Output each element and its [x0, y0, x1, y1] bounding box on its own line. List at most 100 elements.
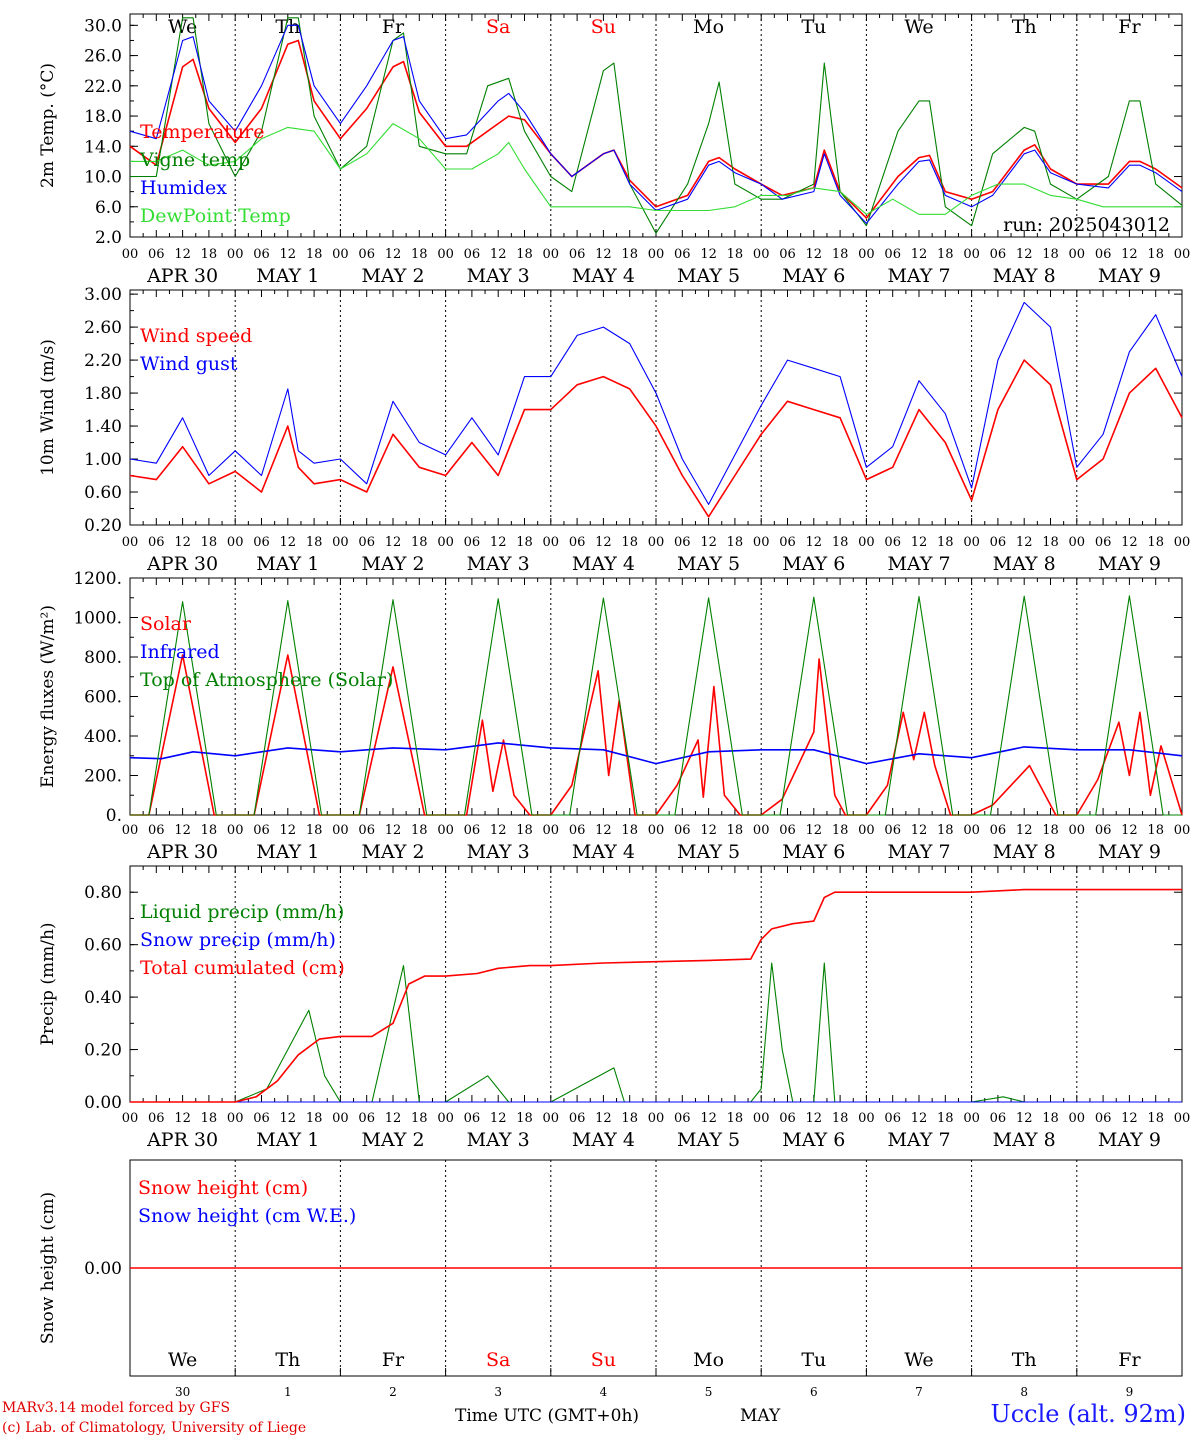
date-label: MAY 5 — [677, 1129, 740, 1151]
hour-tick-label: 06 — [569, 535, 586, 550]
hour-tick-label: 18 — [727, 247, 744, 262]
hour-tick-label: 06 — [253, 247, 270, 262]
hour-tick-label: 18 — [621, 247, 638, 262]
date-label: MAY 4 — [572, 265, 635, 287]
hour-tick-label: 12 — [806, 247, 823, 262]
hour-tick-label: 12 — [700, 247, 717, 262]
time-axis-label: Time UTC (GMT+0h) — [455, 1406, 640, 1426]
hour-tick-label: 00 — [227, 247, 244, 262]
y-tick-label: 0.60 — [84, 936, 122, 956]
hour-tick-label: 12 — [280, 535, 297, 550]
series-line — [129, 742, 1183, 765]
hour-tick-label: 12 — [911, 823, 928, 838]
hour-tick-label: 18 — [516, 247, 533, 262]
hour-tick-label: 18 — [937, 1111, 954, 1126]
date-label: MAY 1 — [256, 553, 319, 575]
hour-tick-label: 18 — [306, 247, 323, 262]
date-label: MAY 3 — [467, 841, 530, 863]
hour-tick-label: 06 — [253, 535, 270, 550]
hour-tick-label: 06 — [674, 535, 691, 550]
day-name: Sa — [486, 16, 510, 38]
legend-entry: Wind speed — [140, 325, 252, 347]
day-number: 9 — [1126, 1385, 1134, 1399]
hour-tick-label: 12 — [280, 1111, 297, 1126]
date-label: MAY 2 — [361, 841, 424, 863]
y-tick-label: 26.0 — [84, 47, 122, 67]
hour-tick-label: 12 — [911, 1111, 928, 1126]
hour-tick-label: 00 — [963, 823, 980, 838]
hour-tick-label: 00 — [753, 535, 770, 550]
hour-tick-label: 18 — [201, 823, 218, 838]
hour-tick-label: 06 — [148, 823, 165, 838]
day-name: Sa — [486, 1349, 510, 1371]
hour-tick-label: 00 — [1069, 823, 1086, 838]
hour-tick-label: 06 — [253, 823, 270, 838]
y-tick-label: 2.60 — [84, 318, 122, 338]
date-label: APR 30 — [146, 841, 218, 863]
hour-tick-label: 06 — [1095, 1111, 1112, 1126]
hour-tick-label: 18 — [832, 1111, 849, 1126]
hour-tick-label: 06 — [1095, 535, 1112, 550]
date-label: MAY 8 — [993, 553, 1056, 575]
hour-tick-label: 18 — [621, 535, 638, 550]
hour-tick-label: 12 — [595, 1111, 612, 1126]
hour-tick-label: 06 — [358, 535, 375, 550]
hour-tick-label: 12 — [806, 535, 823, 550]
hour-tick-label: 00 — [963, 535, 980, 550]
date-label: MAY 4 — [572, 1129, 635, 1151]
hour-tick-label: 06 — [1095, 247, 1112, 262]
hour-tick-label: 00 — [543, 535, 560, 550]
hour-tick-label: 12 — [1121, 1111, 1138, 1126]
hour-tick-label: 00 — [227, 823, 244, 838]
hour-tick-label: 12 — [806, 823, 823, 838]
date-label: MAY 6 — [782, 841, 845, 863]
day-number: 30 — [175, 1385, 190, 1399]
day-name: Th — [1012, 16, 1037, 38]
hour-tick-label: 12 — [911, 247, 928, 262]
hour-tick-label: 12 — [280, 247, 297, 262]
date-label: APR 30 — [146, 265, 218, 287]
date-label: MAY 1 — [256, 265, 319, 287]
hour-tick-label: 00 — [332, 535, 349, 550]
y-tick-label: 200. — [84, 767, 122, 787]
hour-tick-label: 12 — [280, 823, 297, 838]
hour-tick-label: 06 — [569, 823, 586, 838]
hour-tick-label: 06 — [148, 535, 165, 550]
date-label: MAY 3 — [467, 1129, 530, 1151]
hour-tick-label: 18 — [411, 1111, 428, 1126]
hour-tick-label: 00 — [437, 1111, 454, 1126]
hour-tick-label: 00 — [437, 823, 454, 838]
y-tick-label: 0.20 — [84, 516, 122, 536]
hour-tick-label: 18 — [201, 247, 218, 262]
hour-tick-label: 18 — [516, 1111, 533, 1126]
hour-tick-label: 00 — [648, 1111, 665, 1126]
legend-entry: Infrared — [140, 641, 220, 663]
date-label: MAY 1 — [256, 841, 319, 863]
day-number: 4 — [600, 1385, 608, 1399]
y-tick-label: 18.0 — [84, 107, 122, 127]
hour-tick-label: 12 — [490, 1111, 507, 1126]
hour-tick-label: 00 — [227, 1111, 244, 1126]
hour-tick-label: 18 — [1147, 247, 1164, 262]
hour-tick-label: 00 — [648, 247, 665, 262]
legend-entry: Snow height (cm W.E.) — [138, 1205, 356, 1227]
legend-entry: Solar — [140, 613, 192, 635]
y-tick-label: 1200. — [73, 569, 122, 589]
hour-tick-label: 06 — [358, 1111, 375, 1126]
hour-tick-label: 06 — [990, 1111, 1007, 1126]
y-tick-label: 600. — [84, 688, 122, 708]
hour-tick-label: 06 — [884, 247, 901, 262]
y-tick-label: 22.0 — [84, 77, 122, 97]
y-tick-label: 0.40 — [84, 988, 122, 1008]
y-tick-label: 10.0 — [84, 168, 122, 188]
hour-tick-label: 00 — [858, 247, 875, 262]
hour-tick-label: 00 — [963, 1111, 980, 1126]
hour-tick-label: 12 — [174, 823, 191, 838]
hour-tick-label: 06 — [358, 823, 375, 838]
hour-tick-label: 00 — [1174, 1111, 1191, 1126]
date-label: APR 30 — [146, 1129, 218, 1151]
date-label: MAY 5 — [677, 841, 740, 863]
hour-tick-label: 12 — [806, 1111, 823, 1126]
day-name: We — [168, 1349, 197, 1371]
hour-tick-label: 12 — [174, 247, 191, 262]
